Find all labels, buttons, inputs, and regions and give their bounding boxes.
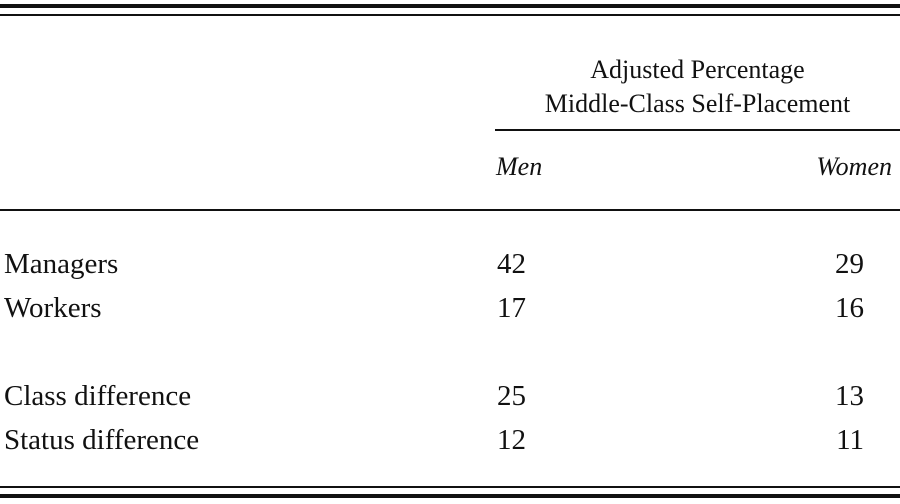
- value-men: 12: [497, 424, 526, 456]
- top-rule-1: [0, 4, 900, 8]
- column-header-men: Men: [496, 152, 543, 181]
- spanner-header-line1: Adjusted Percentage: [590, 55, 805, 84]
- value-women: 11: [836, 424, 864, 456]
- value-women: 16: [835, 292, 864, 324]
- bottom-rule-2: [0, 494, 900, 498]
- row-label: Workers: [4, 292, 102, 324]
- row-label: Status difference: [4, 424, 200, 456]
- top-rule-2: [0, 14, 900, 16]
- column-header-women: Women: [816, 152, 892, 181]
- value-men: 17: [497, 292, 526, 324]
- row-label: Class difference: [4, 380, 192, 412]
- row-label: Managers: [4, 248, 119, 280]
- value-men: 42: [497, 248, 526, 280]
- value-women: 13: [835, 380, 864, 412]
- spanner-header-line2: Middle-Class Self-Placement: [544, 89, 851, 118]
- value-men: 25: [497, 380, 526, 412]
- spanner-rule: [495, 129, 900, 131]
- value-women: 29: [835, 248, 864, 280]
- bottom-rule-1: [0, 486, 900, 488]
- header-rule: [0, 209, 900, 211]
